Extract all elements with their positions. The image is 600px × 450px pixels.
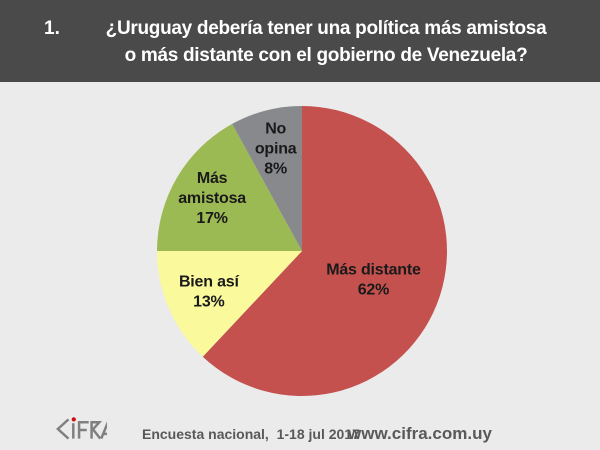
logo-red-dot-icon [71,417,76,422]
question-title-line1: ¿Uruguay debería tener una política más … [105,18,547,39]
pie-slice-label: Más distante 62% [326,261,421,298]
pie-slice-label: No opina 8% [255,120,297,177]
logo-letter-c [56,418,70,440]
question-title-line2: o más distante con el gobierno de Venezu… [124,45,528,66]
pie-slice-bien-asi [157,251,302,357]
question-number: 1. [44,18,60,39]
cifra-logo [56,417,107,440]
survey-info: Encuesta nacional, 1-18 jul 2017 [142,426,360,442]
logo-letter-r [90,421,103,440]
question-header: 1. ¿Uruguay debería tener una política m… [0,0,600,82]
logo-letter-f [77,421,89,439]
pie-slice-mas-amistosa [157,123,302,251]
logo-letter-a [100,421,107,440]
pie-slice-no-opina [232,106,302,251]
question-title: ¿Uruguay debería tener una política más … [70,15,582,69]
footer: Encuesta nacional, 1-18 jul 2017 www.cif… [0,410,600,450]
pie-slice-label: Más amistosa 17% [178,169,246,226]
pie-slice-label: Bien así 13% [179,273,240,310]
website-url: www.cifra.com.uy [348,424,492,443]
pie-slice-mas-distante [202,106,448,396]
